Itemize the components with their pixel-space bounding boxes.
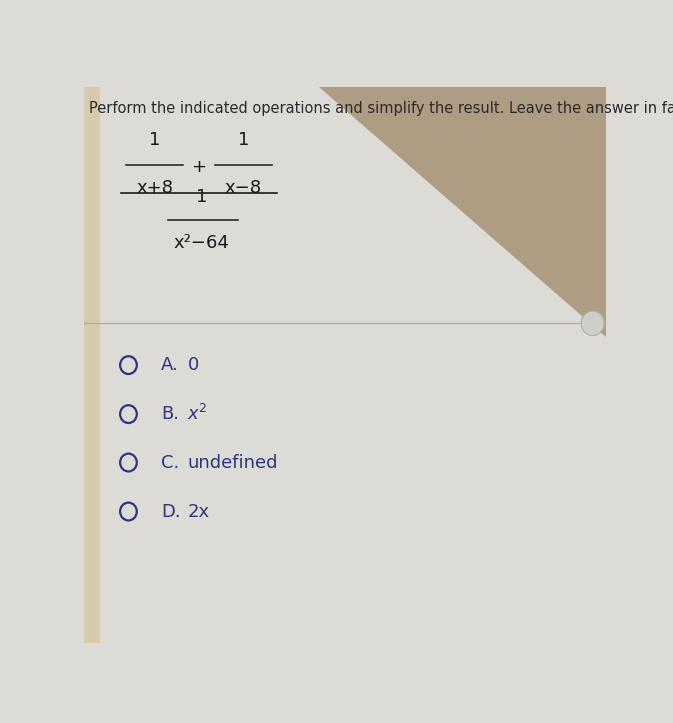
Text: 0: 0	[187, 356, 199, 374]
Text: 1: 1	[196, 188, 207, 206]
Text: C.: C.	[162, 453, 180, 471]
Circle shape	[581, 311, 604, 335]
Text: x+8: x+8	[136, 179, 173, 197]
Text: $x^2$: $x^2$	[187, 404, 208, 424]
Text: x−8: x−8	[225, 179, 262, 197]
Bar	[84, 87, 100, 643]
Polygon shape	[319, 87, 606, 337]
Text: +: +	[191, 158, 207, 176]
Text: B.: B.	[162, 405, 179, 423]
Text: 1: 1	[149, 131, 160, 149]
Text: undefined: undefined	[187, 453, 278, 471]
Text: x²−64: x²−64	[174, 234, 229, 252]
Text: Perform the indicated operations and simplify the result. Leave the answer in fa: Perform the indicated operations and sim…	[90, 100, 673, 116]
Text: D.: D.	[162, 502, 181, 521]
Text: A.: A.	[162, 356, 179, 374]
Text: 1: 1	[238, 131, 249, 149]
Text: 2x: 2x	[187, 502, 209, 521]
